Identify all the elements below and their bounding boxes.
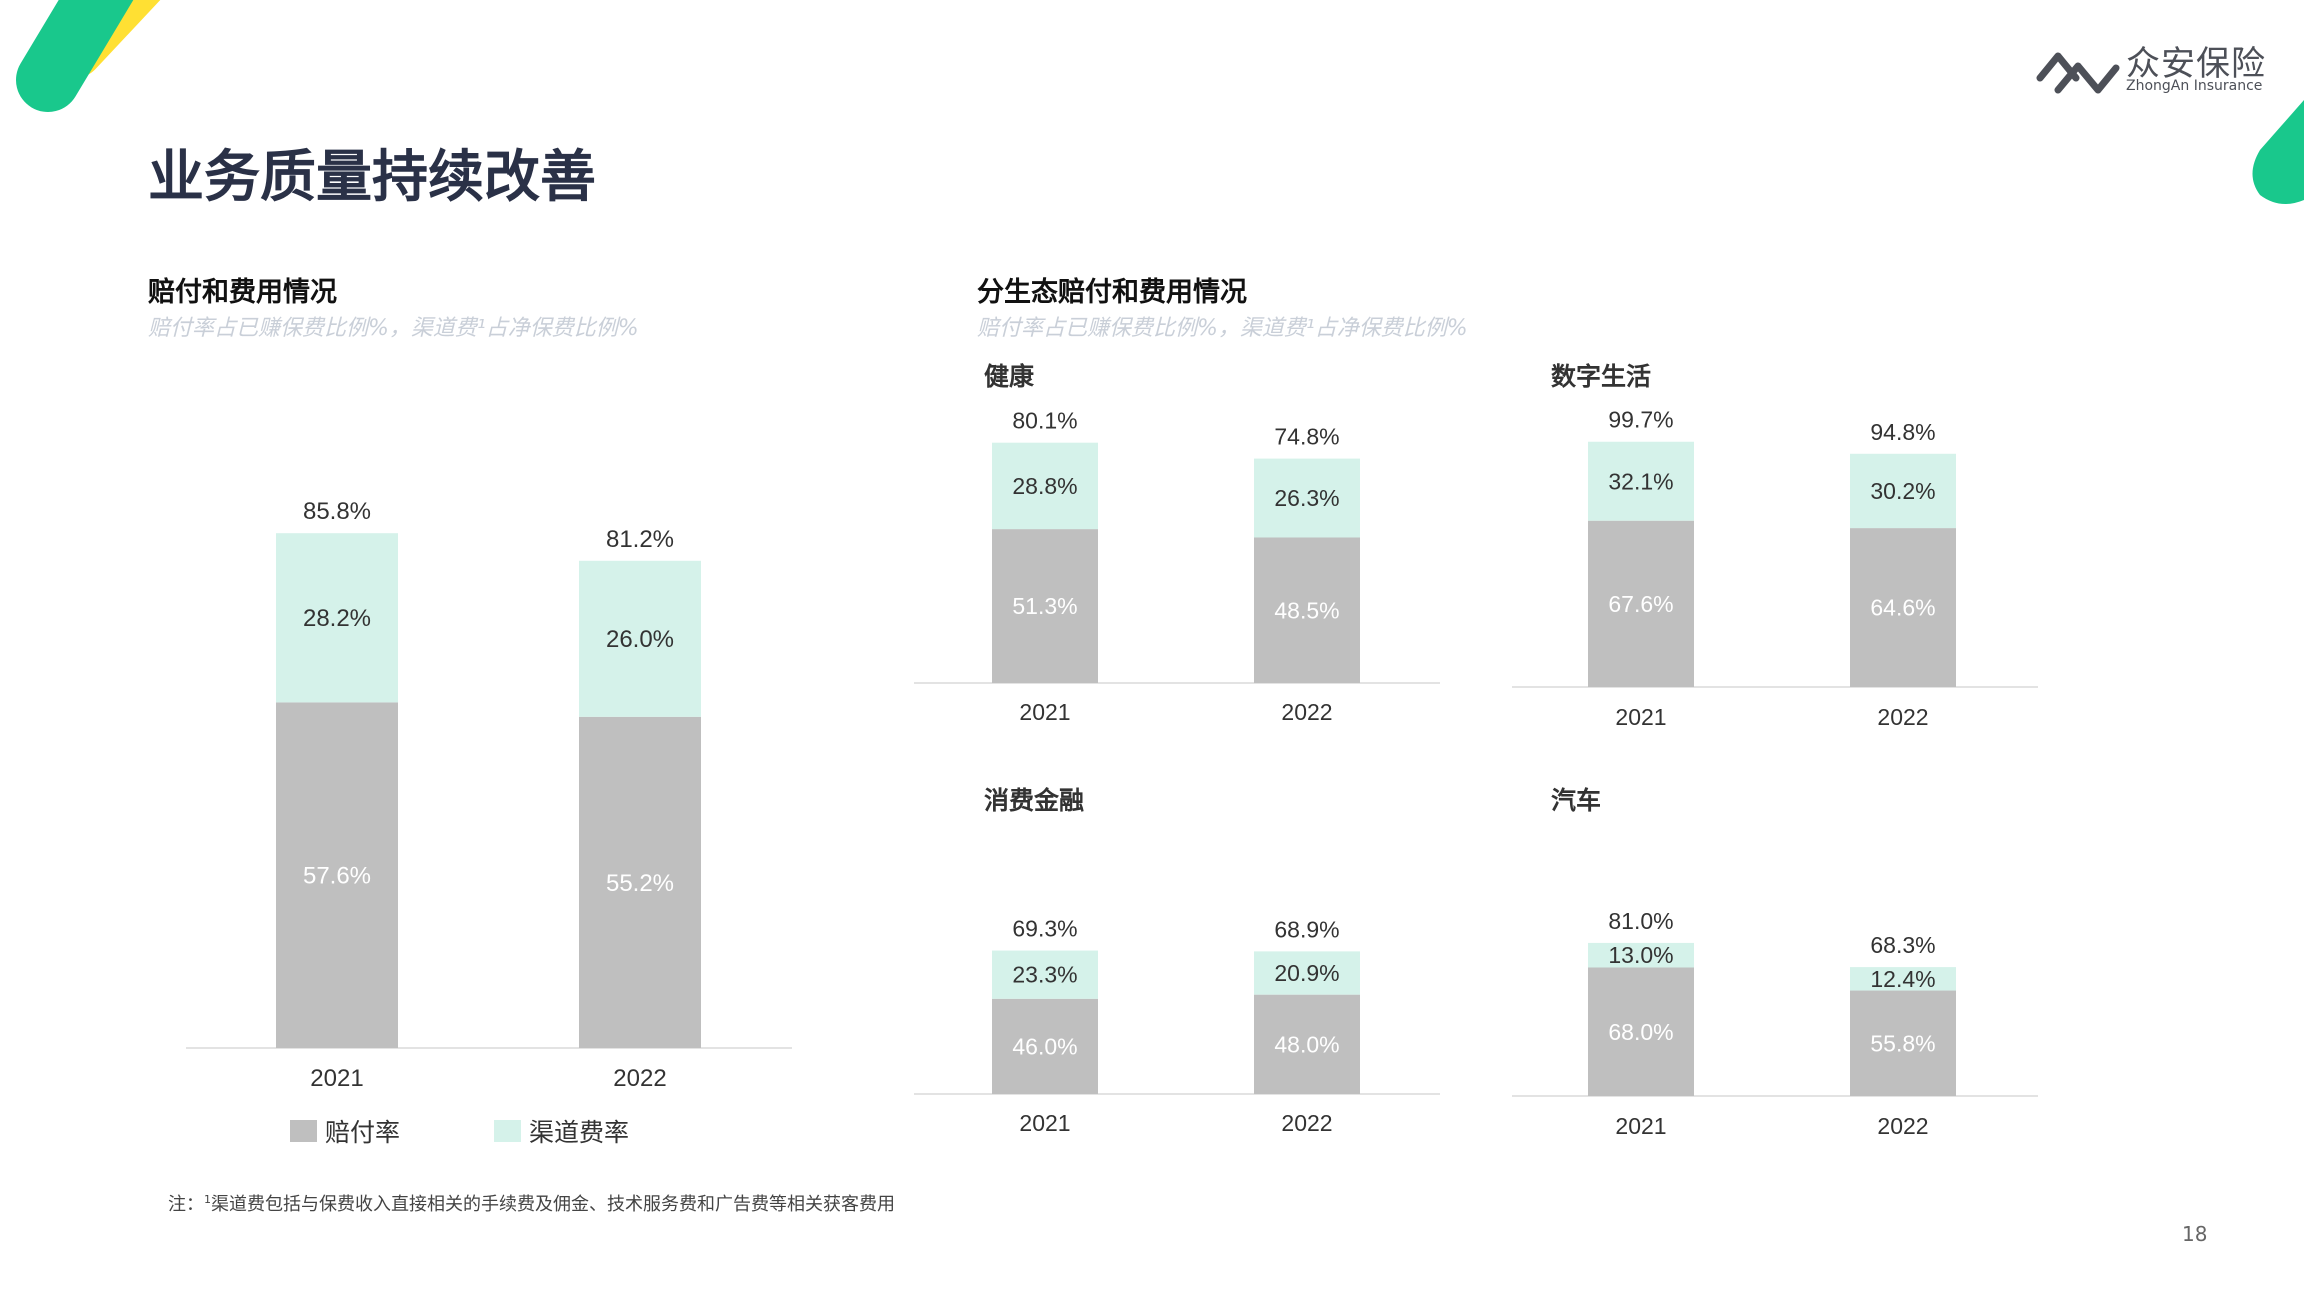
bar-channel-2021 (992, 442, 1098, 530)
chart-health: 51.3% 28.8% 80.1% 2021 48.5% 26.3% 74.8% 2022 (914, 408, 1440, 725)
bar-claims-2021 (276, 702, 398, 1048)
legend-swatch-channel (494, 1120, 521, 1142)
x-tick-label-2022: 2022 (1877, 1113, 1928, 1139)
data-label-claims-2022: 64.6% (1870, 595, 1935, 621)
legend-label-channel: 渠道费率 (529, 1118, 630, 1147)
chart-overall: 57.6% 28.2% 85.8% 2021 55.2% 26.0% 81.2% 2022 (186, 498, 792, 1092)
bar-channel-2022 (1850, 967, 1956, 991)
total-label-2022: 74.8% (1274, 424, 1339, 450)
bar-channel-2021 (276, 533, 398, 703)
x-tick-label-2022: 2022 (613, 1065, 666, 1092)
bar-claims-2021 (1588, 967, 1694, 1096)
legend-label-claims: 赔付率 (325, 1118, 401, 1147)
data-label-claims-2021: 57.6% (303, 863, 371, 890)
bar-channel-2021 (992, 950, 1098, 999)
bar-claims-2021 (992, 529, 1098, 683)
total-label-2021: 85.8% (303, 498, 371, 525)
x-tick-label-2021: 2021 (1615, 704, 1666, 730)
x-tick-label-2021: 2021 (1615, 1113, 1666, 1139)
total-label-2021: 99.7% (1608, 407, 1673, 433)
left-section-subtitle: 赔付率占已赚保费比例%，渠道费¹占净保费比例% (148, 316, 639, 341)
data-label-claims-2022: 55.2% (606, 870, 674, 897)
x-tick-label-2021: 2021 (1019, 1110, 1070, 1136)
chart-title-health: 健康 (984, 362, 1035, 391)
data-label-claims-2022: 48.5% (1274, 597, 1339, 623)
logo-text: 众安保险 (2126, 44, 2266, 84)
bar-claims-2022 (1254, 994, 1360, 1094)
chart-title-digital: 数字生活 (1551, 362, 1652, 391)
bar-claims-2022 (579, 716, 701, 1048)
chart-digital: 67.6% 32.1% 99.7% 2021 64.6% 30.2% 94.8% 2022 (1512, 407, 2038, 730)
bar-channel-2022 (1254, 951, 1360, 995)
x-tick-label-2022: 2022 (1877, 704, 1928, 730)
data-label-channel-2022: 26.3% (1274, 485, 1339, 511)
data-label-claims-2021: 67.6% (1608, 591, 1673, 617)
corner-decoration-top-left (16, 0, 161, 112)
data-label-channel-2021: 28.2% (303, 605, 371, 632)
bar-claims-2021 (992, 998, 1098, 1094)
total-label-2021: 69.3% (1012, 916, 1077, 942)
total-label-2022: 68.3% (1870, 932, 1935, 958)
x-tick-label-2021: 2021 (1019, 699, 1070, 725)
data-label-channel-2021: 32.1% (1608, 468, 1673, 494)
right-section-title: 分生态赔付和费用情况 (977, 277, 1247, 308)
right-section-subtitle: 赔付率占已赚保费比例%，渠道费¹占净保费比例% (977, 316, 1468, 341)
data-label-channel-2022: 30.2% (1870, 478, 1935, 504)
legend-item-channel: 渠道费率 (494, 1113, 629, 1149)
footnote-mark: 注： (168, 1194, 204, 1215)
page-number: 18 (2182, 1222, 2208, 1246)
bar-channel-2021 (1588, 441, 1694, 521)
footnote-sup: 1 (204, 1193, 211, 1206)
total-label-2022: 94.8% (1870, 419, 1935, 445)
footnote: 注：1渠道费包括与保费收入直接相关的手续费及佣金、技术服务费和广告费等相关获客费… (168, 1190, 895, 1216)
chart-consumer-finance: 46.0% 23.3% 69.3% 2021 48.0% 20.9% 68.9% 2022 (914, 916, 1440, 1136)
chart-auto: 68.0% 13.0% 81.0% 2021 55.8% 12.4% 68.3% 2022 (1512, 908, 2038, 1139)
data-label-channel-2022: 26.0% (606, 626, 674, 653)
chart-title-consumer-finance: 消费金融 (984, 786, 1085, 815)
corner-decoration-right (2252, 100, 2304, 204)
data-label-claims-2022: 55.8% (1870, 1030, 1935, 1056)
bar-channel-2021 (1588, 942, 1694, 968)
data-label-channel-2022: 20.9% (1274, 960, 1339, 986)
x-tick-label-2021: 2021 (310, 1065, 363, 1092)
total-label-2022: 81.2% (606, 526, 674, 553)
left-section-title: 赔付和费用情况 (148, 277, 337, 308)
total-label-2021: 81.0% (1608, 908, 1673, 934)
logo-subtext: ZhongAn Insurance (2126, 78, 2263, 94)
bar-channel-2022 (1850, 453, 1956, 529)
bar-channel-2022 (579, 560, 701, 717)
page-title: 业务质量持续改善 (148, 145, 596, 210)
chart-title-auto: 汽车 (1551, 786, 1602, 815)
data-label-claims-2021: 51.3% (1012, 593, 1077, 619)
data-label-channel-2021: 23.3% (1012, 962, 1077, 988)
bar-claims-2022 (1850, 528, 1956, 687)
logo-mark-icon (2036, 52, 2120, 94)
bar-channel-2022 (1254, 458, 1360, 538)
data-label-claims-2021: 46.0% (1012, 1033, 1077, 1059)
legend-swatch-claims (290, 1120, 317, 1142)
footnote-text: 渠道费包括与保费收入直接相关的手续费及佣金、技术服务费和广告费等相关获客费用 (211, 1194, 895, 1215)
legend-item-claims: 赔付率 (290, 1113, 400, 1149)
data-label-channel-2021: 13.0% (1608, 942, 1673, 968)
bar-claims-2022 (1850, 990, 1956, 1096)
data-label-claims-2022: 48.0% (1274, 1031, 1339, 1057)
data-label-channel-2021: 28.8% (1012, 473, 1077, 499)
total-label-2022: 68.9% (1274, 916, 1339, 942)
data-label-claims-2021: 68.0% (1608, 1019, 1673, 1045)
x-tick-label-2022: 2022 (1281, 1110, 1332, 1136)
bar-claims-2022 (1254, 537, 1360, 683)
bar-claims-2021 (1588, 520, 1694, 687)
x-tick-label-2022: 2022 (1281, 699, 1332, 725)
total-label-2021: 80.1% (1012, 408, 1077, 434)
data-label-channel-2022: 12.4% (1870, 966, 1935, 992)
